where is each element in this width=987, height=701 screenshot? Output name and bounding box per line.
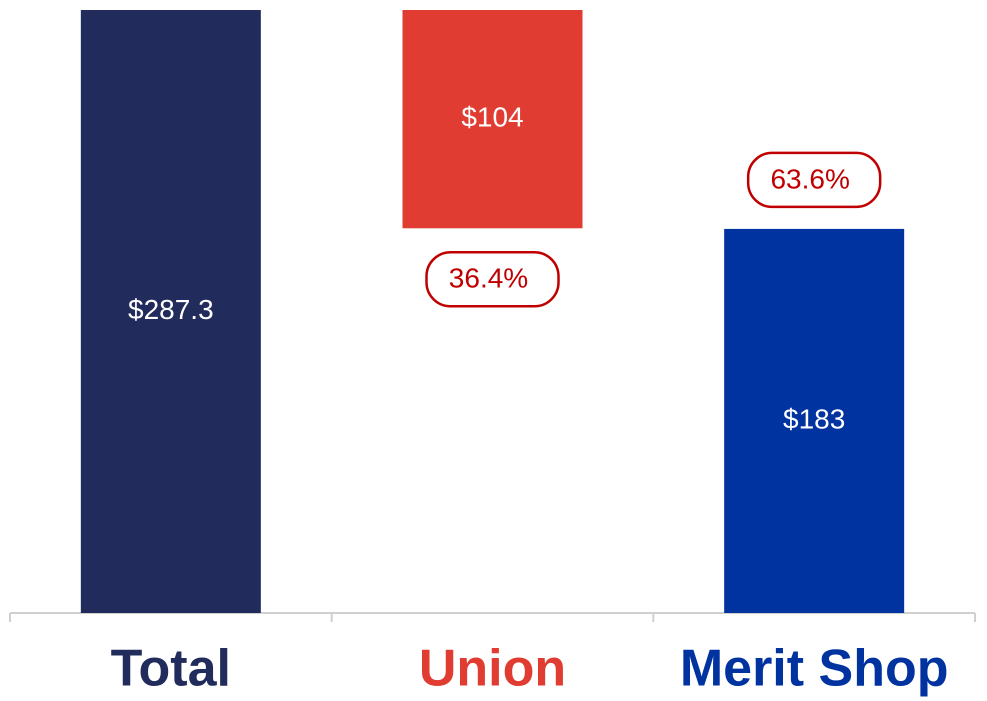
value-label: $104 bbox=[461, 102, 523, 133]
bar bbox=[724, 228, 905, 613]
category-label: Merit Shop bbox=[680, 640, 949, 698]
share-label: 63.6% bbox=[770, 163, 849, 194]
bar bbox=[402, 10, 583, 229]
share-label: 36.4% bbox=[449, 263, 528, 294]
category-label: Total bbox=[111, 640, 231, 698]
value-label: $183 bbox=[783, 403, 845, 434]
bar bbox=[80, 10, 261, 613]
value-label: $287.3 bbox=[128, 294, 214, 325]
category-label: Union bbox=[419, 640, 566, 698]
share-pill bbox=[425, 251, 560, 308]
share-pill bbox=[746, 151, 882, 209]
